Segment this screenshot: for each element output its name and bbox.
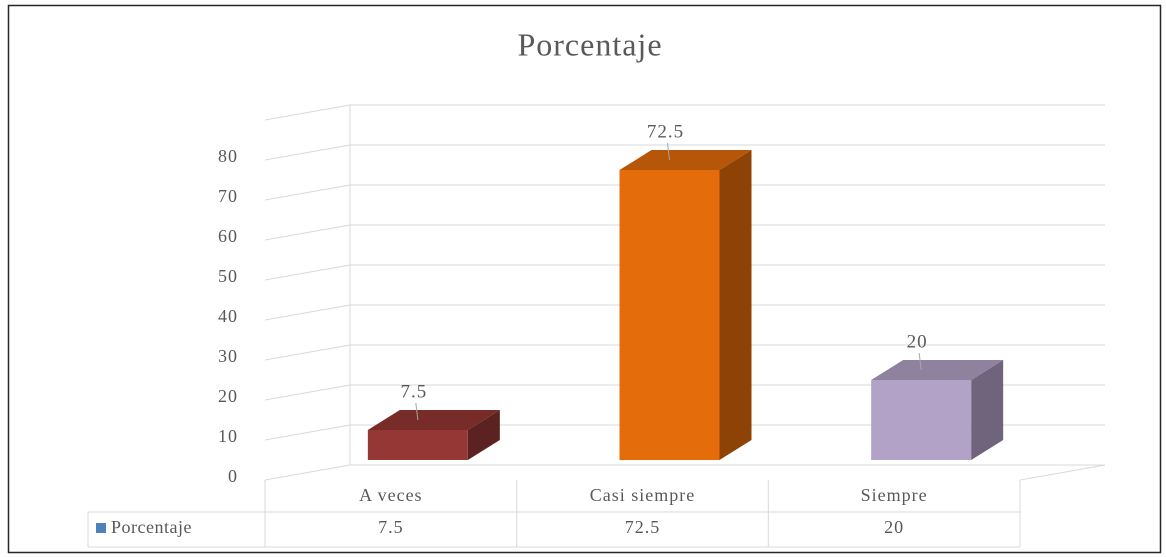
bar [367,430,468,460]
table-value: 20 [884,517,904,537]
grid-line [264,464,351,481]
y-tick-label: 80 [218,146,238,166]
y-tick-label: 0 [228,466,238,486]
leader-line [415,402,419,421]
bar-top [367,410,500,430]
data-label: 20 [907,331,928,352]
data-label: 72.5 [647,121,684,142]
x-tick-label: Casi siempre [590,485,695,505]
x-tick-label: Siempre [861,485,928,505]
data-label: 7.5 [400,381,427,402]
bar-top [619,150,752,170]
legend-label: Porcentaje [111,517,192,537]
bar [871,380,972,460]
bar-side [971,360,1004,460]
grid-line [264,264,351,281]
grid-line [264,304,351,321]
floor-edge [1019,464,1106,481]
bar [619,170,720,460]
grid-line [264,144,351,161]
legend-key [96,523,106,533]
bar-top [871,360,1004,380]
leader-line [918,352,922,371]
y-tick-label: 70 [218,186,238,206]
grid-line [264,344,351,361]
chart-frame [7,4,1162,554]
y-tick-label: 10 [218,426,238,446]
grid-line [264,224,351,241]
table-value: 7.5 [378,517,404,537]
y-tick-label: 20 [218,386,238,406]
chart-title: Porcentaje [517,26,662,62]
y-tick-label: 60 [218,226,238,246]
x-tick-label: A veces [359,485,422,505]
grid-line [264,184,351,201]
bar-side [719,150,752,460]
grid-line [264,424,351,441]
leader-line [667,142,670,161]
grid-line [264,384,351,401]
y-tick-label: 40 [218,306,238,326]
y-tick-label: 50 [218,266,238,286]
y-tick-label: 30 [218,346,238,366]
wall-top [264,104,351,121]
bar-side [467,410,500,460]
table-value: 72.5 [625,517,661,537]
